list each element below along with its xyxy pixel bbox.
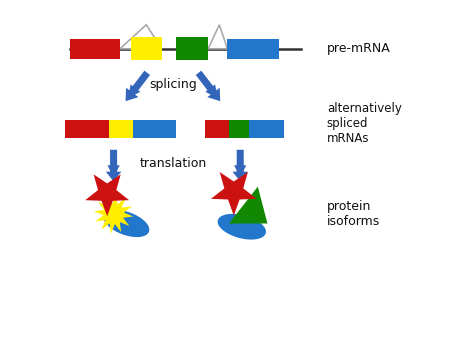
Bar (176, 37, 208, 60)
Bar (229, 120, 249, 138)
Text: alternatively
spliced
mRNAs: alternatively spliced mRNAs (327, 102, 401, 145)
FancyArrow shape (232, 150, 248, 182)
Text: protein
isoforms: protein isoforms (327, 200, 380, 228)
Polygon shape (94, 194, 133, 234)
FancyArrow shape (106, 150, 121, 182)
Bar (133, 120, 176, 138)
Text: translation: translation (139, 157, 207, 170)
Text: splicing: splicing (149, 77, 197, 91)
Bar (205, 120, 229, 138)
Bar (109, 120, 133, 138)
Text: pre-mRNA: pre-mRNA (327, 42, 391, 55)
Bar (65, 120, 109, 138)
Polygon shape (85, 174, 129, 216)
Polygon shape (211, 172, 256, 216)
Polygon shape (229, 187, 267, 223)
Bar (70, 39, 120, 59)
Bar (249, 120, 284, 138)
Ellipse shape (218, 214, 266, 240)
Bar (131, 37, 162, 60)
Ellipse shape (103, 210, 149, 237)
FancyArrow shape (126, 71, 150, 101)
FancyArrow shape (196, 71, 220, 101)
Bar (228, 39, 279, 59)
